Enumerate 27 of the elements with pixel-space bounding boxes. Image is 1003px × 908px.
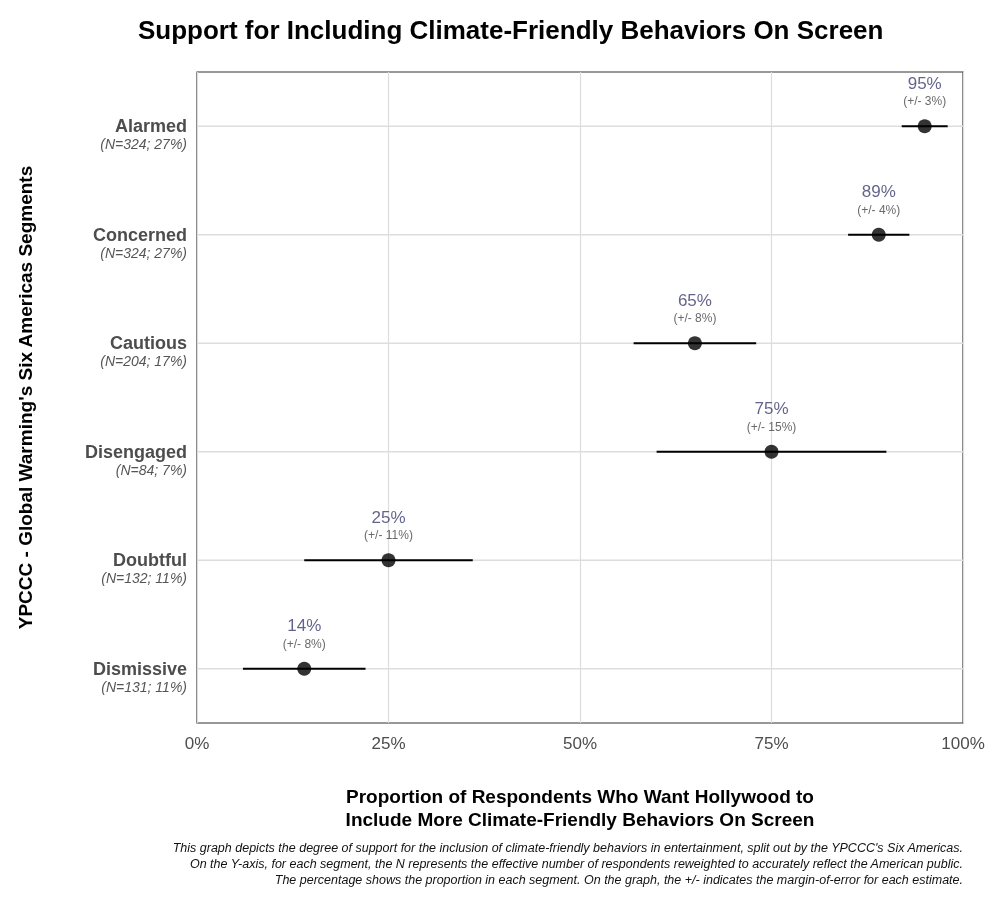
y-axis-title: YPCCC - Global Warming's Six Americas Segments <box>15 165 36 630</box>
x-tick-label: 100% <box>941 734 985 753</box>
y-tick-label: Concerned (N=324; 27%) <box>92 224 187 261</box>
y-tick-label: Alarmed (N=324; 27%) <box>100 116 187 153</box>
data-label: 65% (+/- 8%) <box>673 290 717 326</box>
point <box>764 444 779 459</box>
x-axis-title: Proportion of Respondents Who Want Hollywood to Include More Climate-Friendly Behaviors On Screen <box>345 786 815 830</box>
data-label: 75% (+/- 15%) <box>746 399 797 434</box>
data-label: 95% (+/- 3%) <box>903 73 947 109</box>
point <box>381 553 396 568</box>
chart-title: Support for Including Climate-Friendly Behaviors On Screen <box>138 15 884 45</box>
text: This graph depicts the degree of support for the inclusion of climate-friendly behaviors in entertainment, split out by the YPCCC's Six Americas. On the Y-axis, for each segment, the N represents the effective number of respondents reweighted to accurately reflect the American public. The percentage shows the proportion in each segment. On the graph, the +/- indicates the margin-of-error for each estimate. <box>172 841 963 887</box>
data-label: 89% (+/- 4%) <box>857 182 901 217</box>
x-tick-label: 0% <box>184 734 210 753</box>
point <box>871 227 886 242</box>
point <box>297 661 312 676</box>
x-tick-label: 75% <box>754 734 789 753</box>
data-label: 14% (+/- 8%) <box>282 616 326 651</box>
data-label: 25% (+/- 11%) <box>364 507 413 543</box>
y-tick-label: Dismissive (N=131; 11%) <box>92 658 187 695</box>
y-tick-label: Cautious (N=204; 17%) <box>100 333 187 370</box>
point <box>687 336 702 351</box>
point <box>917 119 932 134</box>
y-tick-label: Disengaged (N=84; 7%) <box>84 441 187 478</box>
x-tick-label: 50% <box>562 734 598 753</box>
x-tick-label: 25% <box>371 734 406 753</box>
y-tick-label: Doubtful (N=132; 11%) <box>101 550 187 587</box>
